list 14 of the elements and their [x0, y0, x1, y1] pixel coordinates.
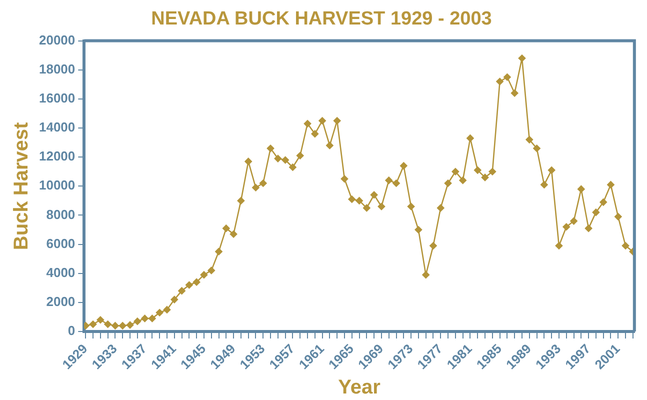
y-axis-title: Buck Harvest	[10, 122, 33, 250]
y-tick-label: 10000	[38, 178, 76, 193]
y-tick-label: 12000	[38, 148, 76, 164]
y-tick-label: 14000	[38, 120, 76, 135]
x-axis-title: Year	[338, 376, 381, 399]
y-tick-label: 4000	[46, 264, 76, 280]
y-tick-label: 6000	[46, 236, 76, 251]
y-tick-label: 8000	[46, 206, 76, 222]
y-tick-label: 20000	[38, 32, 76, 48]
y-tick-label: 2000	[46, 294, 76, 310]
y-tick-label: 18000	[38, 61, 76, 76]
y-tick-label: 16000	[38, 90, 76, 106]
y-tick-label: 0	[68, 323, 76, 338]
chart-title: NEVADA BUCK HARVEST 1929 - 2003	[151, 8, 492, 30]
